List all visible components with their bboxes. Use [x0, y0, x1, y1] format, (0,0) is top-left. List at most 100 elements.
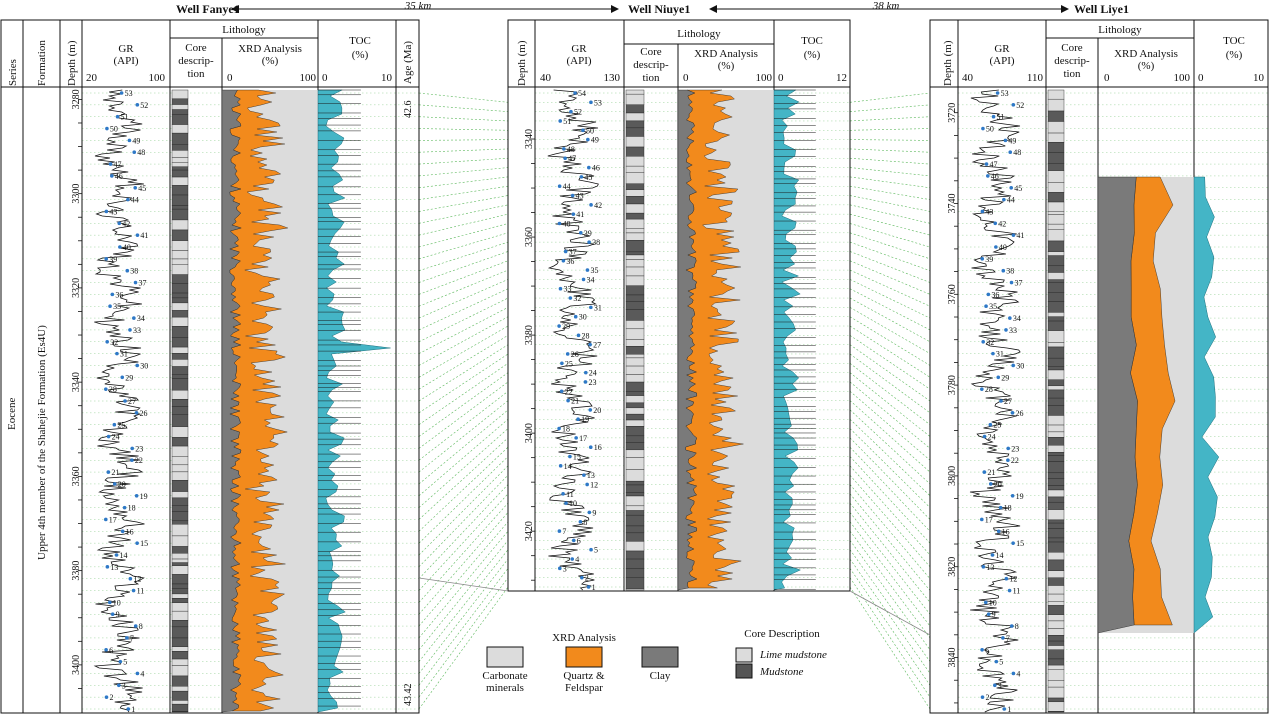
core-lime-mudstone — [1047, 182, 1065, 193]
core-lime-mudstone — [1047, 620, 1065, 629]
core-lime-mudstone — [1047, 445, 1065, 453]
core-mudstone — [171, 310, 189, 318]
gr-scale-max: 110 — [1027, 72, 1044, 84]
core-lime-mudstone — [625, 156, 645, 167]
core-lime-mudstone — [171, 250, 189, 260]
correlation-line — [849, 148, 931, 153]
depth-tick-label: 3360 — [71, 466, 82, 486]
gr-marker — [999, 399, 1003, 403]
gr-marker — [1010, 493, 1015, 498]
core-mudstone — [625, 294, 645, 302]
gr-marker-label: 16 — [594, 443, 602, 452]
core-lime-mudstone — [625, 232, 645, 241]
gr-unit: (API) — [113, 55, 138, 67]
gr-marker-label: 13 — [587, 471, 595, 480]
gr-marker — [994, 245, 998, 249]
toc-scale-min: 0 — [1198, 72, 1204, 84]
gr-marker-label: 19 — [581, 415, 589, 424]
core-mudstone — [171, 620, 189, 628]
core-mudstone — [625, 285, 645, 296]
gr-marker-label: 44 — [131, 196, 139, 205]
core-lime-mudstone — [171, 471, 189, 481]
core-lime-mudstone — [171, 157, 189, 163]
core-header-1: Core — [640, 46, 662, 58]
gr-marker-label: 10 — [569, 499, 577, 508]
gr-marker — [128, 328, 132, 332]
core-lime-mudstone — [1047, 170, 1065, 183]
core-lime-mudstone — [171, 150, 189, 158]
gr-scale-min: 20 — [86, 72, 98, 84]
lithology-header: Lithology — [222, 24, 266, 36]
gr-marker-label: 34 — [587, 275, 595, 284]
core-mudstone — [1047, 640, 1065, 646]
core-mudstone — [625, 402, 645, 409]
legend-swatch-carbonate — [486, 646, 524, 668]
core-lime-mudstone — [171, 389, 189, 400]
correlation-line — [849, 465, 931, 556]
gr-marker — [581, 277, 586, 282]
well-title-liye1: Well Liye1 — [1074, 2, 1129, 16]
gr-marker — [1003, 138, 1008, 143]
legend-carbonate-1: Carbonate — [482, 670, 527, 682]
core-lime-mudstone — [171, 593, 189, 599]
series-value: Eocene — [6, 398, 18, 430]
gr-marker — [588, 408, 593, 412]
core-mudstone — [171, 374, 189, 379]
gr-marker — [120, 375, 125, 380]
gr-marker-label: 18 — [128, 504, 136, 513]
xrd-scale-min: 0 — [227, 72, 233, 84]
core-lime-mudstone — [625, 203, 645, 214]
gr-marker-label: 27 — [128, 397, 136, 406]
core-mudstone — [171, 562, 189, 566]
core-mudstone — [625, 146, 645, 157]
correlation-line — [849, 502, 931, 603]
gr-log: 5352515049484746454443424140393837363534… — [93, 89, 148, 714]
correlation-line — [418, 232, 509, 260]
core-lime-mudstone — [625, 228, 645, 234]
gr-marker-label: 22 — [1011, 456, 1019, 465]
gr-marker-label: 2 — [109, 693, 113, 702]
core-mudstone — [171, 292, 189, 299]
gr-marker-label: 42 — [122, 219, 130, 228]
gr-marker — [569, 109, 573, 114]
core-mudstone — [625, 492, 645, 497]
gr-marker-label: 51 — [563, 117, 571, 126]
xrd-scale-max: 100 — [300, 72, 317, 84]
core-lime-mudstone — [625, 457, 645, 470]
core-lime-mudstone — [1047, 272, 1065, 280]
depth-tick-label: 3320 — [71, 278, 82, 298]
core-mudstone — [1047, 240, 1065, 252]
gr-marker — [566, 398, 570, 403]
legend-core-title: Core Description — [744, 628, 820, 640]
gr-marker-label: 17 — [579, 434, 587, 443]
gr-marker — [118, 659, 123, 664]
correlation-line — [849, 176, 931, 189]
core-lime-mudstone — [1047, 509, 1065, 521]
core-mudstone — [171, 194, 189, 206]
core-mudstone — [171, 406, 189, 415]
core-mudstone — [1047, 110, 1065, 122]
correlation-line — [849, 157, 931, 165]
gr-marker — [984, 162, 989, 166]
gr-marker — [587, 510, 592, 515]
core-mudstone — [1047, 405, 1065, 416]
core-lime-mudstone — [1047, 585, 1065, 595]
gr-header: GR — [571, 43, 587, 55]
legend: XRD Analysis Carbonate minerals Quartz &… — [482, 628, 827, 694]
correlation-line — [849, 493, 931, 591]
xrd-analysis-column — [221, 89, 318, 713]
gr-marker — [586, 585, 591, 589]
gr-marker-label: 45 — [1014, 184, 1022, 193]
core-lime-mudstone — [171, 602, 189, 612]
gr-marker-label: 29 — [1001, 373, 1009, 382]
correlation-line — [418, 128, 509, 131]
gr-marker — [589, 203, 593, 207]
gr-marker-label: 8 — [139, 622, 143, 631]
gr-marker — [125, 636, 129, 640]
core-mudstone — [1047, 320, 1065, 331]
core-lime-mudstone — [171, 124, 189, 134]
gr-marker — [980, 387, 984, 391]
gr-marker — [990, 553, 995, 557]
core-mudstone — [1047, 163, 1065, 171]
core-lime-mudstone — [1047, 251, 1065, 256]
